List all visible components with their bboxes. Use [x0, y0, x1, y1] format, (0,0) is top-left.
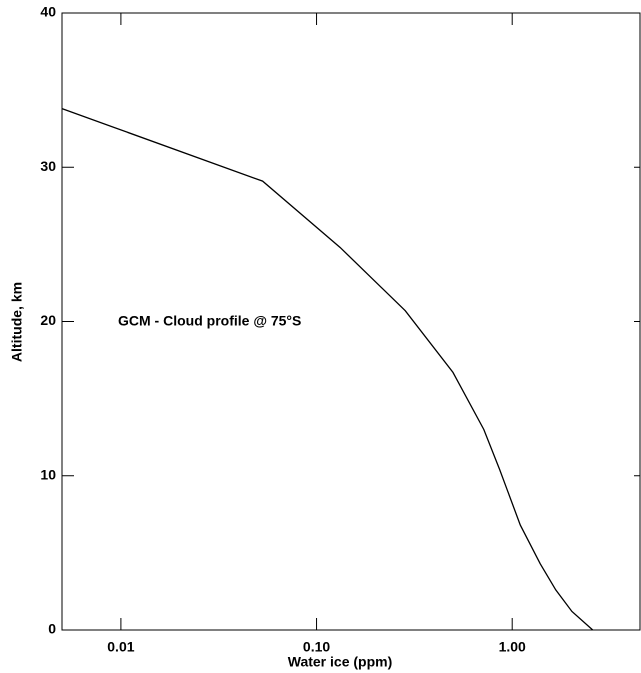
data-line — [61, 108, 594, 631]
x-tick-label: 0.10 — [303, 639, 330, 655]
x-tick-label: 0.01 — [107, 639, 134, 655]
annotation: GCM - Cloud profile @ 75°S — [118, 313, 301, 329]
y-tick-label: 40 — [40, 4, 56, 20]
y-tick-label: 30 — [40, 158, 56, 174]
y-tick-label: 0 — [48, 621, 56, 637]
y-tick-label: 20 — [40, 312, 56, 328]
x-axis-label: Water ice (ppm) — [288, 654, 393, 670]
y-axis-label: Altitude, km — [9, 282, 25, 362]
y-tick-label: 10 — [40, 466, 56, 482]
x-tick-label: 1.00 — [499, 639, 526, 655]
